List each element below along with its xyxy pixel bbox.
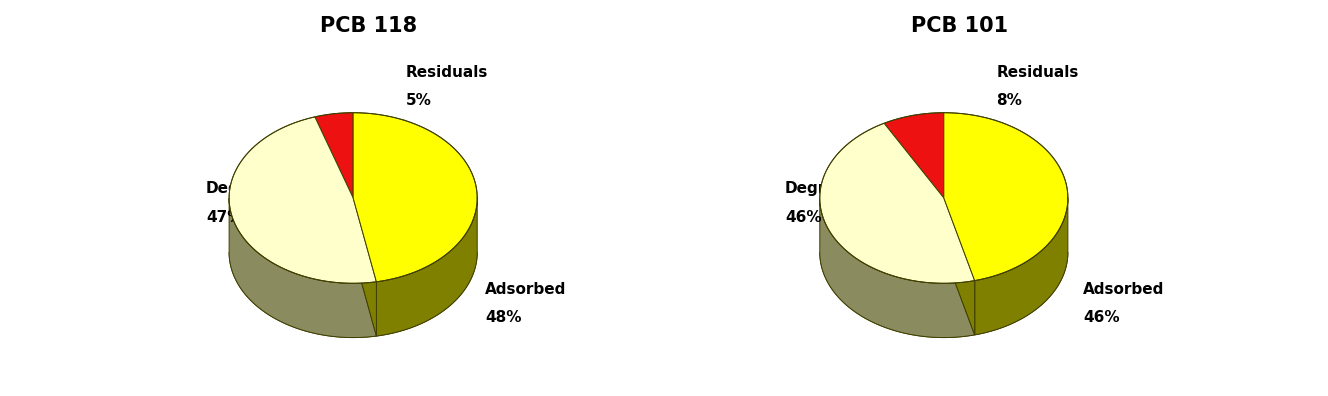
Polygon shape (353, 113, 477, 282)
Polygon shape (819, 123, 975, 283)
Text: 48%: 48% (485, 310, 522, 326)
Text: Degraded: Degraded (206, 181, 290, 196)
Polygon shape (230, 252, 477, 337)
Text: 46%: 46% (785, 209, 822, 225)
Text: PCB 101: PCB 101 (911, 16, 1008, 36)
Text: 5%: 5% (405, 93, 432, 109)
Polygon shape (944, 198, 975, 335)
Text: 8%: 8% (996, 93, 1023, 109)
Polygon shape (819, 252, 1068, 337)
Polygon shape (975, 199, 1068, 335)
Text: PCB 118: PCB 118 (320, 16, 417, 36)
Polygon shape (884, 113, 944, 198)
Polygon shape (944, 198, 975, 335)
Polygon shape (353, 198, 376, 336)
Polygon shape (819, 198, 975, 337)
Text: 47%: 47% (206, 209, 242, 225)
Polygon shape (944, 113, 1068, 281)
Polygon shape (315, 113, 353, 198)
Text: Residuals: Residuals (996, 65, 1078, 80)
Polygon shape (353, 198, 376, 336)
Text: 46%: 46% (1084, 310, 1120, 326)
Text: Adsorbed: Adsorbed (1084, 282, 1165, 297)
Text: Adsorbed: Adsorbed (485, 282, 566, 297)
Text: Residuals: Residuals (405, 65, 487, 80)
Polygon shape (230, 117, 376, 283)
Polygon shape (230, 198, 376, 337)
Polygon shape (376, 198, 477, 336)
Text: Degraded: Degraded (785, 181, 869, 196)
